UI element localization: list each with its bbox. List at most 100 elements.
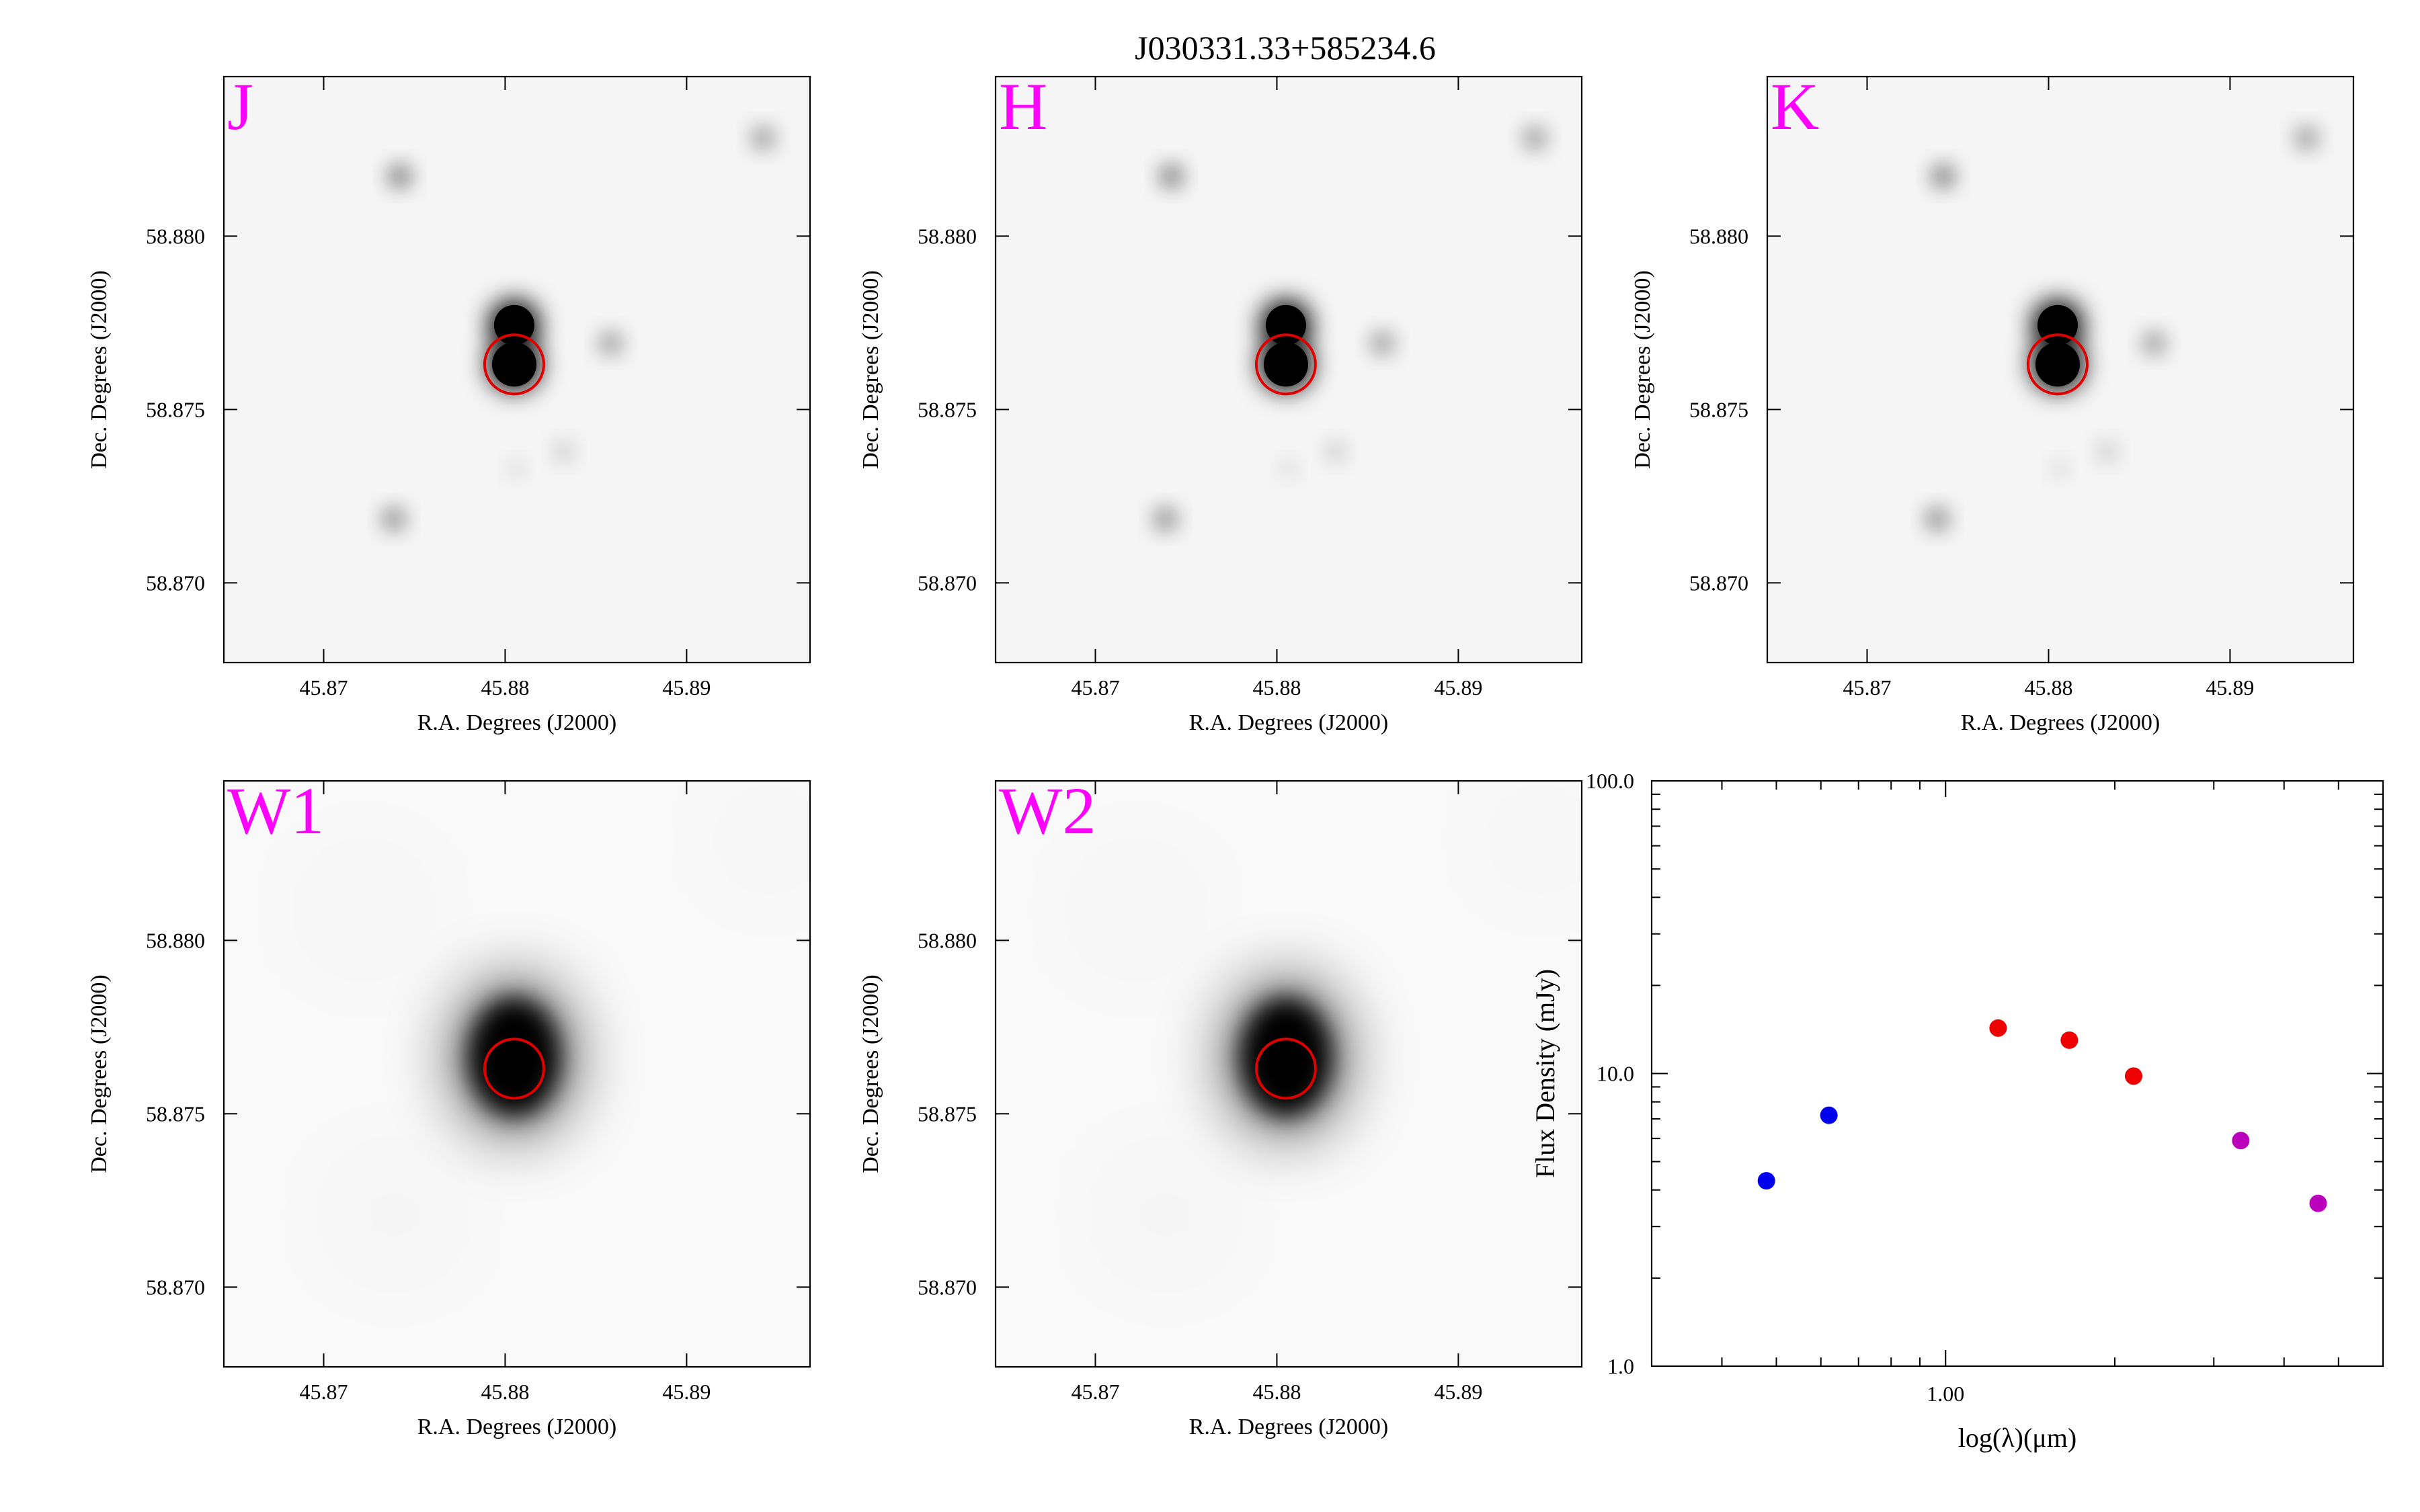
y-tick-label: 100.0: [1586, 769, 1634, 793]
x-tick-label: 45.89: [662, 1380, 711, 1404]
diffuse-source: [324, 869, 405, 950]
aperture-circle: [2026, 333, 2089, 396]
diffuse-source: [1125, 1174, 1206, 1255]
x-axis-label: R.A. Degrees (J2000): [1189, 1415, 1389, 1439]
source-blob: [1521, 124, 1549, 152]
source-blob: [1923, 505, 1951, 533]
x-tick-label: 45.87: [1843, 675, 1891, 700]
source-blob: [1152, 505, 1179, 533]
cutout-panel-h: 45.87 45.88 45.89 58.870 58.875 58.880 R.A. De…: [858, 69, 1583, 735]
y-axis-label: Flux Density (mJy): [1530, 969, 1560, 1178]
y-axis-label: Dec. Degrees (J2000): [858, 974, 883, 1173]
source-blob: [1324, 440, 1347, 464]
diffuse-source: [353, 1174, 434, 1255]
panel-frame: [994, 75, 1583, 664]
x-tick-label: 1.00: [1927, 1382, 1964, 1406]
cutout-panel-w1: 45.87 45.88 45.89 58.870 58.875 58.880 R.A. De…: [87, 773, 811, 1439]
y-tick-label: 58.875: [918, 397, 977, 421]
series-optical: [1757, 1106, 1838, 1190]
band-label-h: H: [999, 69, 1047, 144]
source-blob: [508, 460, 526, 479]
x-tick-label: 45.87: [1071, 675, 1119, 700]
y-tick-label: 58.880: [1689, 224, 1748, 248]
y-axis-label: Dec. Degrees (J2000): [87, 270, 112, 469]
data-point: [2060, 1031, 2079, 1049]
y-tick-label: 58.870: [918, 1275, 977, 1299]
x-axis-label: R.A. Degrees (J2000): [417, 710, 617, 735]
y-tick-label: 58.875: [146, 397, 205, 421]
y-tick-label: 58.870: [146, 1275, 205, 1299]
data-point: [1820, 1106, 1838, 1124]
y-tick-label: 58.880: [146, 928, 205, 952]
aperture-circle: [483, 333, 545, 396]
target-core: [2035, 342, 2080, 387]
y-tick-label: 58.875: [918, 1101, 977, 1126]
panel-frame: [223, 780, 811, 1368]
data-point: [2232, 1132, 2250, 1150]
x-tick-label: 45.88: [1252, 675, 1301, 700]
cutout-panels: 45.87 45.88 45.89 58.870 58.875 58.880 R.A. De…: [87, 69, 2355, 1439]
source-blob: [380, 505, 407, 533]
cutout-image: [380, 124, 777, 533]
aperture-circle: [483, 1038, 545, 1100]
band-label-k: K: [1771, 69, 1819, 144]
x-axis-label: log(λ)(μm): [1958, 1423, 2076, 1453]
x-tick-label: 45.87: [299, 675, 348, 700]
y-tick-label: 58.880: [918, 928, 977, 952]
diffuse-source: [1096, 869, 1177, 950]
x-tick-label: 45.88: [481, 1380, 529, 1404]
x-axis-label: R.A. Degrees (J2000): [1189, 710, 1389, 735]
y-tick-label: 58.870: [918, 571, 977, 595]
cutout-panel-w2: 45.87 45.88 45.89 58.870 58.875 58.880 R.A. De…: [858, 773, 1583, 1439]
source-blob: [1158, 163, 1185, 190]
y-tick-label: 58.870: [146, 571, 205, 595]
y-tick-label: 10.0: [1597, 1062, 1634, 1086]
panel-frame: [994, 780, 1583, 1368]
y-axis-label: Dec. Degrees (J2000): [858, 270, 883, 469]
source-blob: [1929, 163, 1957, 190]
x-tick-label: 45.89: [662, 675, 711, 700]
sed-plot: 1.0 10.0 100.0 1.00 log(λ)(μm) Flux Density (…: [1530, 769, 2384, 1453]
sed-frame: [1650, 780, 2384, 1368]
diffuse-source: [735, 806, 803, 874]
x-axis-label: R.A. Degrees (J2000): [1961, 710, 2161, 735]
source-blob: [2140, 329, 2168, 357]
target-core: [491, 342, 536, 387]
band-label-w1: W1: [227, 773, 324, 848]
data-point: [1989, 1019, 2007, 1037]
y-tick-label: 1.0: [1607, 1354, 1634, 1378]
source-blob: [386, 163, 413, 190]
cutout-panel-k: 45.87 45.88 45.89 58.870 58.875 58.880 R.A. De…: [1630, 69, 2355, 735]
data-point: [1757, 1172, 1775, 1190]
y-axis-label: Dec. Degrees (J2000): [87, 974, 112, 1173]
source-blob: [597, 329, 624, 357]
source-blob: [2051, 460, 2070, 479]
x-tick-label: 45.88: [2024, 675, 2072, 700]
panel-frame: [223, 75, 811, 664]
x-tick-label: 45.89: [1434, 675, 1482, 700]
band-label-w2: W2: [999, 773, 1096, 848]
panel-frame: [1766, 75, 2355, 664]
x-tick-label: 45.87: [1071, 1380, 1119, 1404]
series-near-infrared: [1989, 1019, 2142, 1085]
y-tick-label: 58.875: [146, 1101, 205, 1126]
y-tick-label: 58.880: [918, 224, 977, 248]
figure-title: J030331.33+585234.6: [1135, 29, 1436, 67]
x-tick-label: 45.89: [2206, 675, 2254, 700]
y-axis-label: Dec. Degrees (J2000): [1630, 270, 1655, 469]
series-mid-infrared: [2232, 1132, 2327, 1212]
diffuse-source: [1506, 806, 1574, 874]
data-point: [2309, 1194, 2327, 1212]
target-core: [1263, 342, 1308, 387]
x-tick-label: 45.88: [1252, 1380, 1301, 1404]
y-tick-label: 58.875: [1689, 397, 1748, 421]
aperture-circle: [1254, 1038, 1317, 1100]
cutout-panel-j: 45.87 45.88 45.89 58.870 58.875 58.880 R.A. De…: [87, 69, 811, 735]
source-blob: [750, 124, 777, 152]
source-blob: [2095, 440, 2119, 464]
source-blob: [1279, 460, 1298, 479]
x-tick-label: 45.88: [481, 675, 529, 700]
source-blob: [2293, 124, 2321, 152]
aperture-circle: [1254, 333, 1317, 396]
